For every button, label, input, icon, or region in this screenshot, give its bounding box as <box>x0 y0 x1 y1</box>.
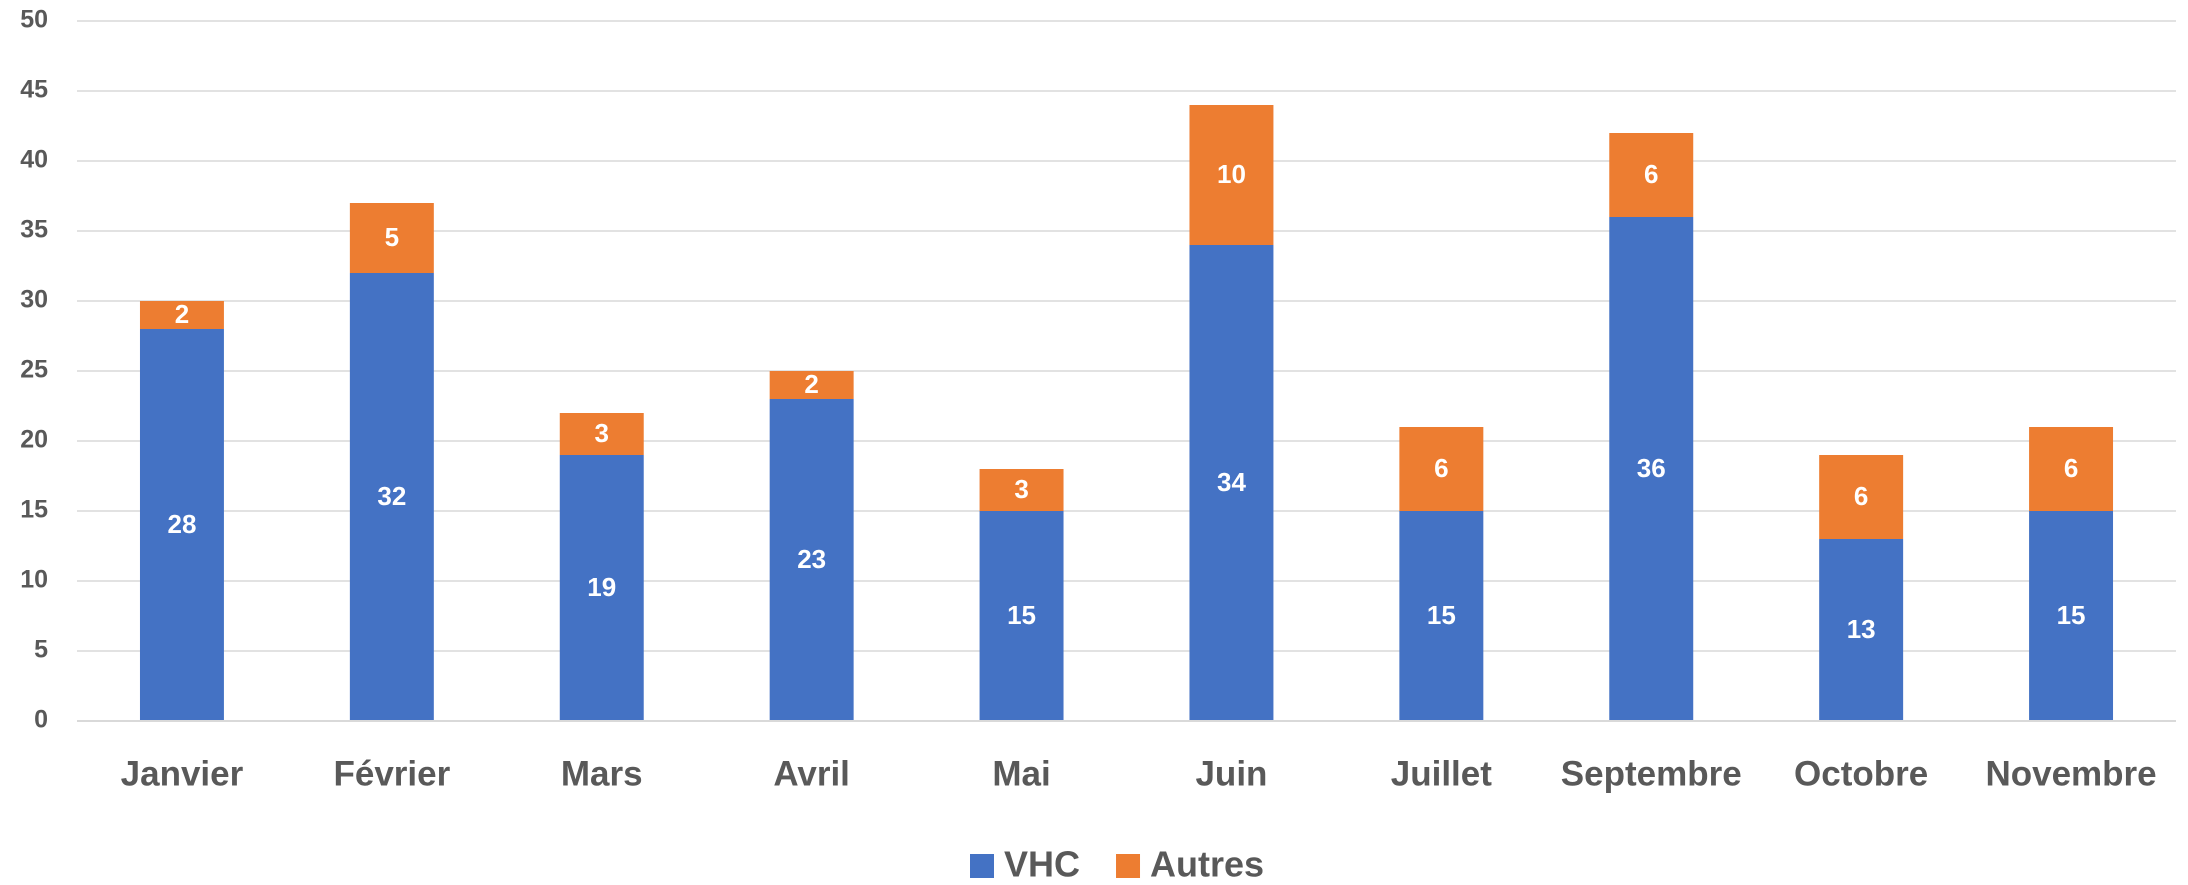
data-label: 28 <box>167 509 196 539</box>
x-tick-label: Avril <box>773 754 850 793</box>
data-label: 2 <box>804 369 818 399</box>
x-tick-label: Mai <box>992 754 1050 793</box>
y-tick-label: 10 <box>20 566 48 594</box>
bar <box>1819 455 1904 539</box>
bar <box>559 455 644 721</box>
legend-label: VHC <box>1004 844 1080 885</box>
bar <box>769 371 854 399</box>
y-tick-label: 5 <box>34 636 48 664</box>
x-tick-label: Septembre <box>1561 754 1742 793</box>
bar <box>1819 539 1904 721</box>
x-tick-label: Février <box>333 754 450 793</box>
legend-label: Autres <box>1150 844 1264 885</box>
y-tick-label: 30 <box>20 286 48 314</box>
data-label: 5 <box>385 222 399 252</box>
data-label: 6 <box>1854 481 1868 511</box>
bar <box>1189 105 1274 245</box>
bar <box>139 329 224 721</box>
y-tick-label: 50 <box>20 6 48 34</box>
legend-swatch <box>1116 854 1141 878</box>
bar <box>1609 217 1694 721</box>
x-tick-label: Mars <box>561 754 643 793</box>
data-label: 15 <box>1427 600 1456 630</box>
bar <box>1399 511 1484 721</box>
data-label: 3 <box>1014 474 1028 504</box>
data-label: 15 <box>2057 600 2086 630</box>
data-label: 36 <box>1637 453 1666 483</box>
bar <box>1399 427 1484 511</box>
bar <box>769 399 854 721</box>
x-tick-label: Octobre <box>1794 754 1928 793</box>
data-label: 10 <box>1217 159 1246 189</box>
data-label: 23 <box>797 544 826 574</box>
bar <box>139 301 224 329</box>
bar <box>559 413 644 455</box>
bar <box>349 203 434 273</box>
bar <box>1189 245 1274 721</box>
data-label: 2 <box>175 299 189 329</box>
data-label: 3 <box>595 418 609 448</box>
y-tick-label: 40 <box>20 146 48 174</box>
data-label: 13 <box>1847 614 1876 644</box>
y-tick-label: 35 <box>20 216 48 244</box>
x-tick-label: Janvier <box>121 754 244 793</box>
y-tick-label: 25 <box>20 356 48 384</box>
y-tick-label: 45 <box>20 76 48 104</box>
x-tick-label: Novembre <box>1985 754 2156 793</box>
x-tick-label: Juillet <box>1391 754 1492 793</box>
data-label: 6 <box>2064 453 2078 483</box>
legend-swatch <box>970 854 994 878</box>
y-tick-label: 15 <box>20 496 48 524</box>
data-label: 15 <box>1007 600 1036 630</box>
x-tick-label: Juin <box>1195 754 1267 793</box>
bar <box>2029 511 2114 721</box>
y-tick-label: 0 <box>34 706 48 734</box>
y-tick-label: 20 <box>20 426 48 454</box>
bar <box>979 511 1064 721</box>
bar <box>349 273 434 721</box>
data-label: 6 <box>1434 453 1448 483</box>
data-label: 34 <box>1217 467 1246 497</box>
bar <box>1609 133 1694 217</box>
data-label: 6 <box>1644 159 1658 189</box>
data-label: 32 <box>377 481 406 511</box>
bar <box>979 469 1064 511</box>
bar <box>2029 427 2114 511</box>
data-label: 19 <box>587 572 616 602</box>
